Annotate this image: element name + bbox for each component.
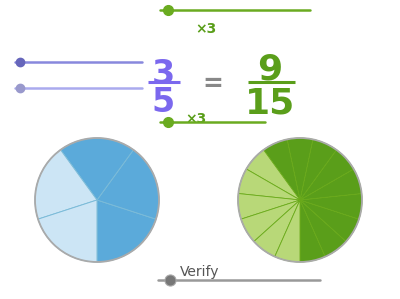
- Wedge shape: [97, 200, 156, 262]
- Text: 15: 15: [245, 86, 295, 120]
- Wedge shape: [300, 200, 346, 257]
- Wedge shape: [238, 169, 300, 200]
- Wedge shape: [35, 150, 97, 219]
- Wedge shape: [238, 193, 300, 219]
- Wedge shape: [241, 200, 300, 242]
- Wedge shape: [300, 169, 362, 200]
- Text: 9: 9: [257, 52, 283, 86]
- Text: 3: 3: [151, 58, 175, 91]
- Wedge shape: [300, 200, 325, 262]
- Text: ×3: ×3: [195, 22, 216, 36]
- Text: 5: 5: [151, 86, 175, 119]
- Wedge shape: [254, 200, 300, 257]
- Wedge shape: [60, 138, 134, 200]
- Text: Verify: Verify: [180, 265, 220, 279]
- Wedge shape: [300, 193, 362, 219]
- Wedge shape: [97, 150, 159, 219]
- Wedge shape: [300, 150, 354, 200]
- Text: =: =: [202, 72, 224, 96]
- Wedge shape: [246, 150, 300, 200]
- Wedge shape: [300, 200, 359, 242]
- Wedge shape: [287, 138, 313, 200]
- Wedge shape: [38, 200, 97, 262]
- Wedge shape: [264, 139, 300, 200]
- Wedge shape: [300, 139, 336, 200]
- Text: ×3: ×3: [185, 112, 206, 126]
- Wedge shape: [275, 200, 300, 262]
